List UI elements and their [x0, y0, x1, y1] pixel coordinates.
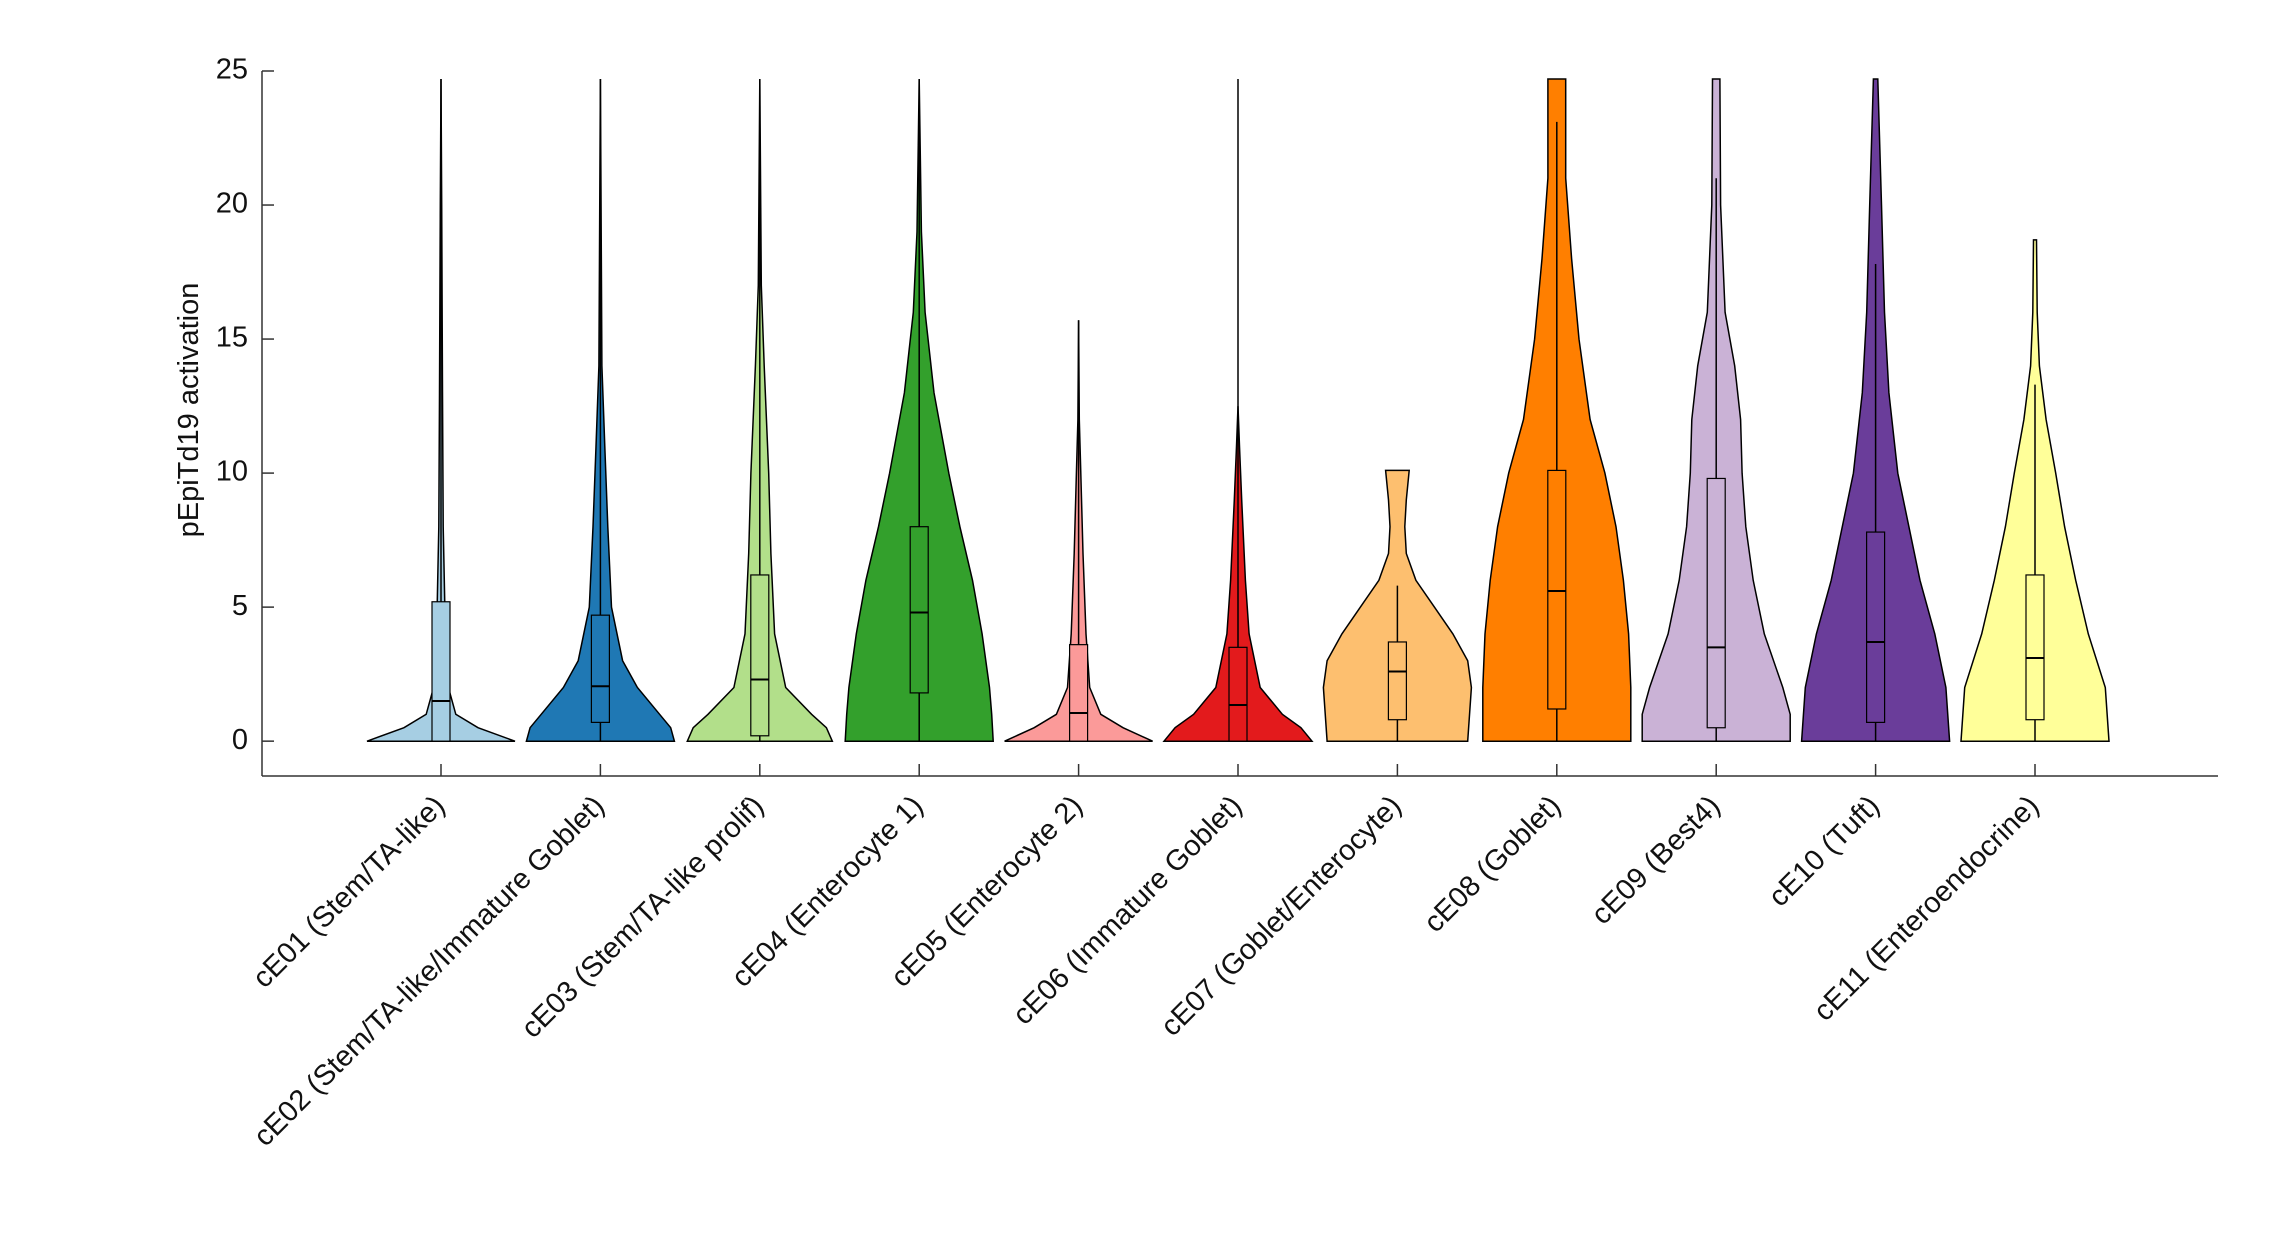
box — [1706, 477, 1726, 729]
y-axis-label: pEpiTd19 activation — [173, 283, 205, 538]
box — [1387, 641, 1408, 721]
x-tick-label: cE02 (Stem/TA-like/Immature Goblet) — [248, 790, 611, 1153]
box — [750, 574, 770, 737]
x-tick-label: cE08 (Goblet) — [1418, 790, 1567, 939]
box — [1547, 469, 1567, 710]
box — [590, 614, 611, 723]
x-tick-label: cE10 (Tuft) — [1763, 790, 1886, 913]
y-tick-label: 20 — [216, 188, 248, 220]
box — [1068, 644, 1089, 742]
box — [431, 601, 451, 742]
y-tick-label: 15 — [216, 322, 248, 354]
y-tick-label: 25 — [216, 54, 248, 86]
x-tick-label: cE09 (Best4) — [1585, 790, 1726, 931]
box — [1865, 531, 1886, 723]
box — [2025, 574, 2045, 721]
y-tick-label: 5 — [232, 590, 248, 622]
y-tick-label: 0 — [232, 724, 248, 756]
box — [1228, 646, 1248, 742]
y-tick-label: 10 — [216, 456, 248, 488]
box — [909, 526, 929, 694]
